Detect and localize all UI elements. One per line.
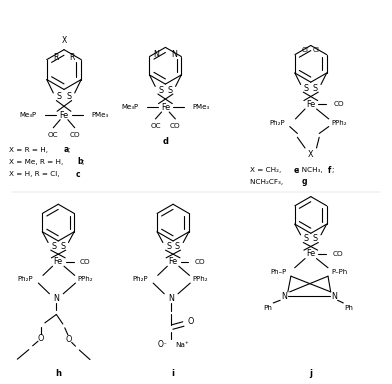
Text: N: N [153,50,159,59]
Text: CO: CO [170,123,181,129]
Text: S: S [60,242,65,251]
Text: Fe: Fe [60,111,69,119]
Text: P–Ph: P–Ph [331,268,347,275]
Text: Ph: Ph [263,305,272,311]
Text: N: N [168,294,174,303]
Text: N: N [331,292,337,301]
Text: CO: CO [194,259,205,265]
Text: PPh₂: PPh₂ [332,120,347,126]
Text: S: S [175,242,180,251]
Text: b: b [77,157,83,166]
Text: S: S [313,234,318,243]
Text: e: e [294,166,299,175]
Text: g: g [301,177,307,186]
Text: CO: CO [334,101,344,108]
Text: CO: CO [80,259,90,265]
Text: X = CH₂,: X = CH₂, [250,167,283,173]
Text: S: S [304,84,309,93]
Text: ; NCH₃,: ; NCH₃, [297,167,325,173]
Text: O: O [38,334,44,343]
Text: O: O [65,335,72,344]
Text: f: f [328,166,331,175]
Text: Fe: Fe [306,100,315,109]
Text: X: X [308,151,314,159]
Text: ;: ; [68,147,70,152]
Text: Fe: Fe [306,250,315,258]
Text: Ph₂P: Ph₂P [132,276,148,282]
Text: d: d [162,137,169,146]
Text: j: j [309,369,312,378]
Text: S: S [57,92,62,101]
Text: X: X [62,36,67,45]
Text: X = H, R = Cl,: X = H, R = Cl, [9,171,61,177]
Text: OC: OC [150,123,161,129]
Text: Me₃P: Me₃P [19,112,36,118]
Text: PPh₂: PPh₂ [192,276,208,282]
Text: S: S [313,84,318,93]
Text: O⁻: O⁻ [158,340,167,349]
Text: S: S [166,242,171,251]
Text: S: S [66,92,71,101]
Text: R: R [54,53,59,62]
Text: NCH₂CF₃,: NCH₂CF₃, [250,179,285,185]
Text: PPh₂: PPh₂ [78,276,93,282]
Text: a: a [64,145,69,154]
Text: S: S [51,242,56,251]
Text: PMe₃: PMe₃ [192,104,209,111]
Text: S: S [304,234,309,243]
Text: Ph–P: Ph–P [270,268,287,275]
Text: OC: OC [48,132,58,138]
Text: ;: ; [81,159,83,165]
Text: Fe: Fe [169,257,178,266]
Text: Ph₂P: Ph₂P [269,120,285,126]
Text: Ph: Ph [345,305,354,311]
Text: i: i [172,369,174,378]
Text: N: N [281,292,287,301]
Text: ;: ; [331,167,334,173]
Text: Ph₂P: Ph₂P [18,276,33,282]
Text: PMe₃: PMe₃ [92,112,109,118]
Text: S: S [158,86,163,95]
Text: Me₃P: Me₃P [122,104,139,111]
Text: Cl: Cl [312,47,319,53]
Text: h: h [55,369,61,378]
Text: c: c [76,169,80,179]
Text: X = Me, R = H,: X = Me, R = H, [9,159,65,165]
Text: Na⁺: Na⁺ [176,343,189,348]
Text: Cl: Cl [302,47,309,53]
Text: S: S [167,86,172,95]
Text: CO: CO [332,251,343,257]
Text: R: R [69,53,74,62]
Text: O: O [188,317,194,326]
Text: Fe: Fe [54,257,63,266]
Text: N: N [53,294,59,303]
Text: X = R = H,: X = R = H, [9,147,50,152]
Text: N: N [171,50,177,59]
Text: CO: CO [69,132,80,138]
Text: Fe: Fe [161,103,170,112]
